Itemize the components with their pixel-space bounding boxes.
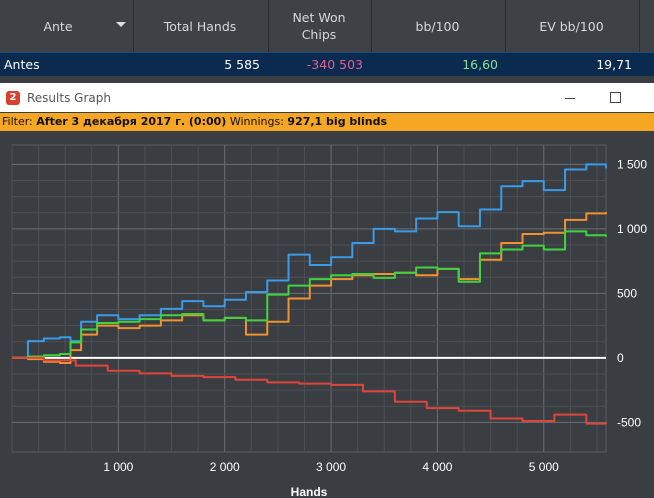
filter-bar: Filter: After 3 декабря 2017 г. (0:00) W… — [0, 113, 654, 131]
table-row[interactable]: Antes 5 585 -340 503 16,60 19,71 — [0, 52, 654, 77]
filter-label: Filter: — [2, 115, 33, 128]
maximize-button[interactable] — [607, 89, 623, 105]
column-divider — [133, 0, 134, 52]
series-line-0 — [12, 163, 607, 359]
ev-bb100-value: 19,71 — [596, 57, 632, 72]
net-won-value: -340 503 — [306, 57, 363, 72]
column-divider — [505, 0, 506, 52]
window-titlebar[interactable] — [0, 83, 654, 112]
column-header-net-won-chips[interactable]: Net Won Chips — [292, 10, 346, 42]
x-axis: 1 000 2 000 3 000 4 000 5 000 — [103, 460, 559, 474]
y-tick-label: -500 — [617, 415, 641, 429]
y-tick-label: 500 — [617, 286, 637, 300]
results-chart: 1 500 1 000 500 0 -500 1 000 2 000 3 000 4 000 5… — [11, 144, 647, 498]
minimize-button[interactable] — [562, 89, 578, 105]
filter-value: After 3 декабря 2017 г. (0:00) — [36, 115, 227, 128]
column-header-bb100[interactable]: bb/100 — [415, 18, 460, 34]
winnings-value: 927,1 big blinds — [287, 115, 388, 128]
stats-table-header: Ante Total Hands Net Won Chips bb/100 EV… — [0, 0, 654, 52]
x-tick-label: 1 000 — [103, 460, 133, 474]
series-line-2 — [12, 230, 607, 359]
x-tick-label: 5 000 — [529, 460, 559, 474]
y-tick-label: 0 — [617, 351, 624, 365]
column-header-ev-bb100[interactable]: EV bb/100 — [539, 18, 604, 34]
x-tick-label: 2 000 — [210, 460, 240, 474]
series-line-3 — [12, 356, 607, 425]
row-label: Antes — [4, 57, 40, 72]
y-tick-label: 1 500 — [617, 157, 647, 171]
x-tick-label: 3 000 — [316, 460, 346, 474]
divider — [0, 76, 654, 83]
winnings-label: Winnings: — [229, 115, 284, 128]
column-divider — [268, 0, 269, 52]
column-header-ante[interactable]: Ante — [43, 18, 73, 34]
y-tick-label: 1 000 — [617, 222, 647, 236]
x-axis-label: Hands — [291, 485, 328, 498]
total-hands-value: 5 585 — [224, 57, 260, 72]
y-axis: 1 500 1 000 500 0 -500 — [617, 157, 647, 429]
x-tick-label: 4 000 — [422, 460, 452, 474]
bb100-value: 16,60 — [462, 57, 498, 72]
column-divider — [639, 0, 640, 52]
window-title: Results Graph — [27, 91, 111, 105]
chevron-down-icon[interactable] — [116, 22, 126, 27]
column-divider — [371, 0, 372, 52]
column-header-total-hands[interactable]: Total Hands — [163, 18, 237, 34]
app-logo-icon: 2 — [6, 91, 20, 105]
series-lines — [12, 163, 607, 425]
